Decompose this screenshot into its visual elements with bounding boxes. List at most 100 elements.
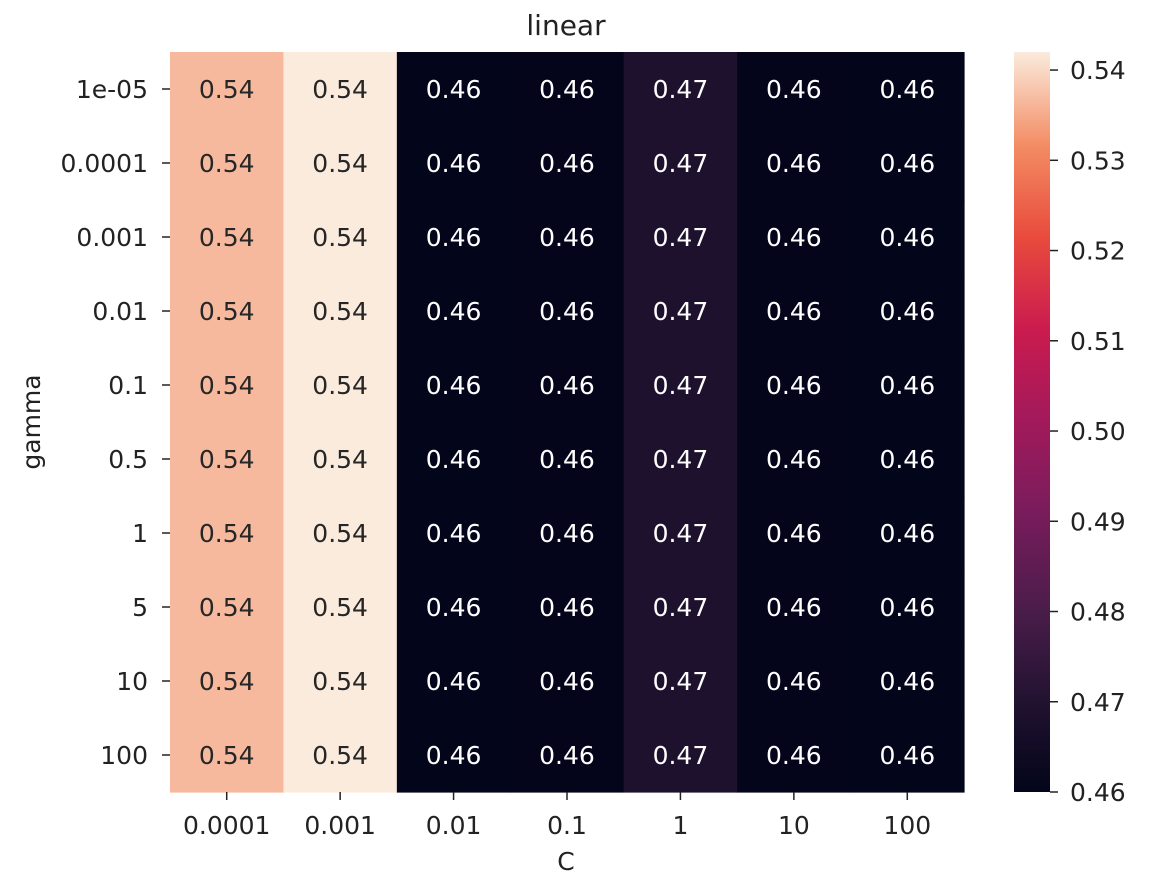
x-axis-ticks: 0.0001 0.001 0.01 0.1 1 10 100 [183,792,931,840]
cell-annotation: 0.47 [653,223,709,252]
colorbar-tick-label: 0.52 [1070,237,1126,266]
heatmap-cell [170,422,285,497]
cell-annotation: 0.46 [539,75,595,104]
heatmap-cell [510,200,625,275]
heatmap-cell [283,348,398,423]
y-tick-label: 0.1 [108,371,148,400]
cell-annotation: 0.46 [766,445,822,474]
cell-annotation: 0.46 [539,223,595,252]
heatmap-cell [623,496,738,571]
cell-annotation: 0.54 [312,519,368,548]
cell-annotations: 0.54 0.54 0.46 0.46 0.47 0.46 0.46 0.54 0.54 0.46… [199,75,935,770]
x-axis-title: C [557,847,574,876]
y-tick-label: 0.5 [108,445,148,474]
heatmap-cell [850,348,965,423]
heatmap-cell [396,274,511,349]
chart-title: linear [526,9,606,42]
heatmap-cell [623,422,738,497]
cell-annotation: 0.54 [199,667,255,696]
cell-annotation: 0.54 [199,223,255,252]
heatmap-cell [623,274,738,349]
cell-annotation: 0.46 [879,371,935,400]
colorbar-tick-label: 0.54 [1070,56,1126,85]
heatmap-cell [623,570,738,645]
x-tick-label: 0.001 [304,811,376,840]
colorbar [1014,52,1050,792]
heatmap-cell [850,200,965,275]
cell-annotation: 0.54 [199,593,255,622]
cell-annotation: 0.46 [879,593,935,622]
cell-annotation: 0.46 [426,519,482,548]
cell-annotation: 0.54 [312,667,368,696]
heatmap-cell [850,570,965,645]
heatmap-cell [850,496,965,571]
heatmap-cell [170,126,285,201]
heatmap-cell [170,348,285,423]
cell-annotation: 0.54 [199,371,255,400]
cell-annotation: 0.46 [879,223,935,252]
y-tick-label: 0.01 [92,297,148,326]
heatmap-cell [396,126,511,201]
heatmap-cell [850,126,965,201]
heatmap-cell [737,274,852,349]
heatmap-cell [396,644,511,719]
heatmap-cell [283,274,398,349]
colorbar-tick-label: 0.46 [1070,778,1126,807]
cell-annotation: 0.46 [426,741,482,770]
cell-annotation: 0.46 [539,593,595,622]
heatmap-cell [283,52,398,127]
colorbar-tick-label: 0.51 [1070,327,1126,356]
cell-annotation: 0.47 [653,519,709,548]
y-tick-label: 10 [116,667,148,696]
heatmap-cell [737,52,852,127]
cell-annotation: 0.54 [199,519,255,548]
y-tick-label: 0.001 [76,223,148,252]
cell-annotation: 0.54 [312,223,368,252]
heatmap-cell [510,274,625,349]
cell-annotation: 0.46 [426,593,482,622]
cell-annotation: 0.46 [766,741,822,770]
x-tick-label: 100 [883,811,931,840]
cell-annotation: 0.46 [539,519,595,548]
cell-annotation: 0.47 [653,371,709,400]
heatmap-cell [623,126,738,201]
y-tick-label: 5 [132,593,148,622]
cell-annotation: 0.54 [199,445,255,474]
cell-annotation: 0.47 [653,149,709,178]
heatmap-cell [510,126,625,201]
cell-annotation: 0.46 [766,297,822,326]
cell-annotation: 0.47 [653,593,709,622]
cell-annotation: 0.46 [426,667,482,696]
heatmap-cell [510,348,625,423]
cell-annotation: 0.46 [426,149,482,178]
heatmap-cell [737,496,852,571]
cell-annotation: 0.46 [539,445,595,474]
x-tick-label: 0.0001 [183,811,270,840]
heatmap-cell [170,718,285,793]
heatmap-cell [850,274,965,349]
colorbar-tick-label: 0.53 [1070,146,1126,175]
cell-annotation: 0.54 [312,371,368,400]
cell-annotation: 0.46 [766,667,822,696]
heatmap-cell [510,570,625,645]
heatmap-cell [396,570,511,645]
heatmap-cell [737,570,852,645]
cell-annotation: 0.46 [539,741,595,770]
heatmap-cell [850,644,965,719]
heatmap-cell [283,126,398,201]
heatmap-cell [170,52,285,127]
colorbar-tick-label: 0.48 [1070,598,1126,627]
heatmap-cell [850,422,965,497]
heatmap-cell [850,52,965,127]
cell-annotation: 0.54 [312,593,368,622]
cell-annotation: 0.46 [879,297,935,326]
heatmap-cell [283,644,398,719]
cell-annotation: 0.46 [879,667,935,696]
y-axis-title: gamma [17,374,46,469]
cell-annotation: 0.47 [653,297,709,326]
heatmap-cell [396,52,511,127]
colorbar-tick-label: 0.49 [1070,507,1126,536]
cell-annotation: 0.46 [426,75,482,104]
y-axis-ticks: 1e-05 0.0001 0.001 0.01 0.1 0.5 1 5 10 100 [61,75,170,770]
